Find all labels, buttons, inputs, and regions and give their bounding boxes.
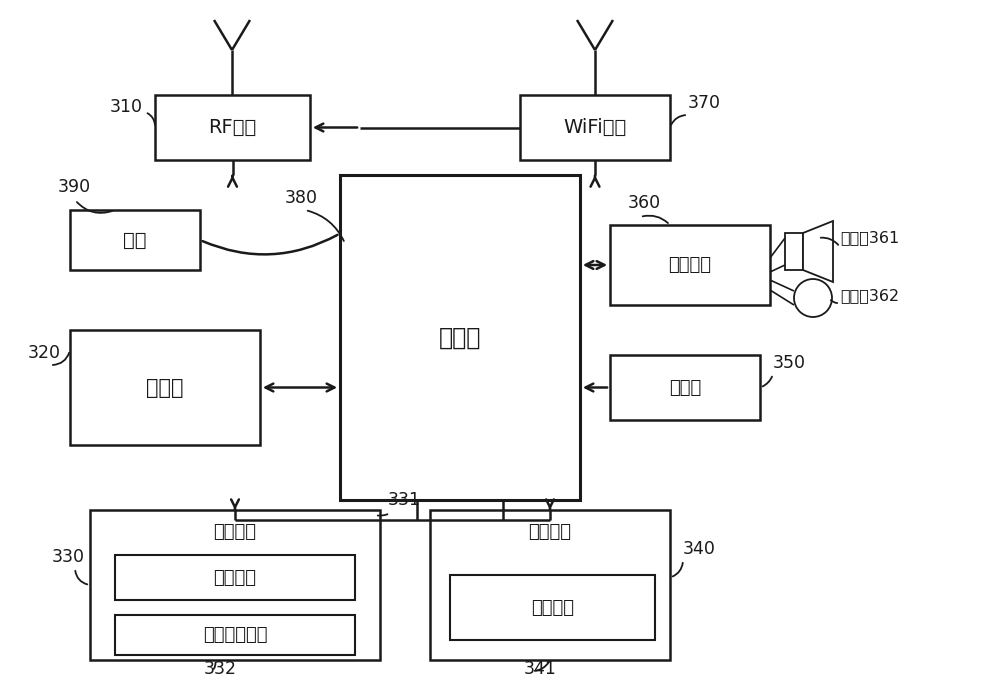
Text: 330: 330 — [52, 548, 85, 566]
Bar — [450, 575, 655, 640]
Text: 332: 332 — [204, 660, 237, 678]
Bar — [785, 233, 803, 270]
Bar — [520, 95, 670, 160]
Bar — [115, 615, 355, 655]
Text: 显示单元: 显示单元 — [528, 523, 572, 541]
Bar — [115, 555, 355, 600]
Bar — [70, 210, 200, 270]
Text: 显示面板: 显示面板 — [531, 598, 574, 616]
Circle shape — [794, 279, 832, 317]
Text: WiFi模块: WiFi模块 — [563, 118, 627, 137]
Bar — [90, 510, 380, 660]
Text: 输入单元: 输入单元 — [214, 523, 256, 541]
Bar — [70, 330, 260, 445]
Text: RF电路: RF电路 — [208, 118, 257, 137]
Text: 360: 360 — [628, 194, 661, 212]
Bar — [340, 175, 580, 500]
Text: 340: 340 — [683, 540, 716, 558]
Text: 触控面板: 触控面板 — [214, 568, 256, 586]
Bar — [610, 355, 760, 420]
Text: 320: 320 — [28, 344, 61, 362]
Text: 380: 380 — [285, 189, 318, 207]
Text: 310: 310 — [110, 98, 143, 116]
Text: 390: 390 — [58, 178, 91, 196]
Text: 扬声器361: 扬声器361 — [840, 230, 899, 245]
Text: 350: 350 — [773, 354, 806, 372]
Text: 电源: 电源 — [123, 230, 147, 249]
Bar — [610, 225, 770, 305]
Text: 处理器: 处理器 — [439, 325, 481, 350]
Bar — [155, 95, 310, 160]
Text: 331: 331 — [388, 491, 421, 509]
Text: 其他输入设备: 其他输入设备 — [203, 626, 267, 644]
Text: 音频电路: 音频电路 — [668, 256, 712, 274]
Text: 传声器362: 传声器362 — [840, 288, 899, 303]
Text: 370: 370 — [688, 94, 721, 112]
Text: 存储器: 存储器 — [146, 378, 184, 397]
Text: 传感器: 传感器 — [669, 378, 701, 396]
Text: 341: 341 — [524, 660, 557, 678]
Bar — [430, 510, 670, 660]
Polygon shape — [803, 221, 833, 282]
